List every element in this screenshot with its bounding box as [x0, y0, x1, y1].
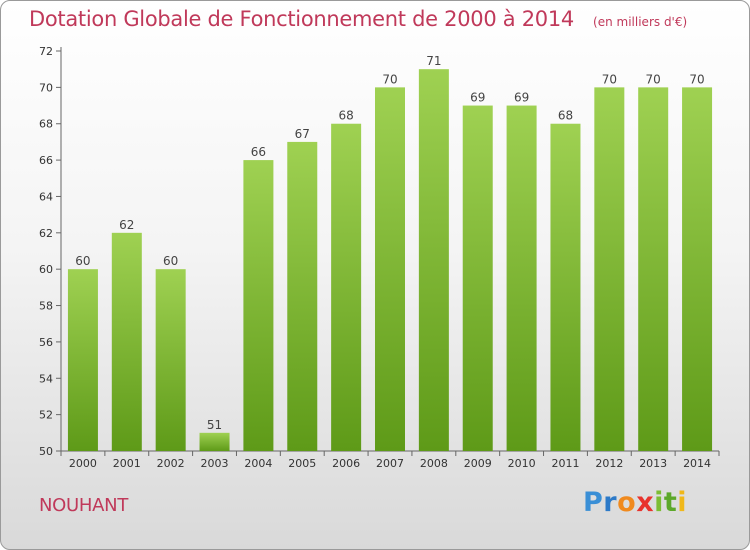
bar — [375, 87, 405, 451]
logo-letter: x — [636, 487, 655, 518]
bar-value-label: 71 — [426, 54, 441, 68]
bar — [506, 105, 537, 451]
bar-value-label: 70 — [382, 72, 397, 86]
y-tick-label: 62 — [39, 227, 53, 240]
x-tick-label: 2000 — [69, 457, 97, 470]
x-tick-label: 2003 — [201, 457, 229, 470]
bar — [594, 87, 625, 451]
y-tick-label: 68 — [39, 118, 53, 131]
bar-value-label: 68 — [558, 109, 573, 123]
tick-labels: 50 52 54 56 58 60 62 64 66 68 70 72 2000 2001 2002 2003… — [39, 45, 711, 470]
bar-value-label: 60 — [75, 254, 90, 268]
logo-letter: o — [617, 487, 637, 518]
x-tick-label: 2009 — [464, 457, 492, 470]
bar-value-label: 70 — [602, 72, 617, 86]
bar-value-label: 70 — [646, 72, 661, 86]
y-tick-label: 64 — [39, 190, 53, 203]
x-tick-label: 2006 — [332, 457, 360, 470]
chart-title: Dotation Globale de Fonctionnement de 20… — [29, 7, 574, 31]
value-labels: 60 62 60 51 66 67 68 70 71 69 69 68 70 70 70 — [75, 54, 704, 432]
x-tick-label: 2002 — [157, 457, 185, 470]
proxiti-logo: Proxiti — [583, 487, 687, 518]
bar — [67, 269, 98, 451]
commune-name: NOUHANT — [39, 495, 129, 516]
y-tick-label: 50 — [39, 445, 53, 458]
y-tick-label: 56 — [39, 336, 53, 349]
bar — [111, 232, 142, 451]
bar — [462, 105, 493, 451]
y-tick-label: 52 — [39, 409, 53, 422]
bar — [550, 123, 581, 452]
x-tick-label: 2013 — [639, 457, 667, 470]
bar — [418, 69, 449, 451]
bar-value-label: 69 — [470, 91, 485, 105]
bar-value-label: 66 — [251, 145, 266, 159]
x-tick-label: 2014 — [683, 457, 711, 470]
unit-note: (en milliers d'€) — [593, 15, 688, 29]
x-tick-label: 2007 — [376, 457, 404, 470]
x-tick-label: 2012 — [595, 457, 623, 470]
x-tick-label: 2008 — [420, 457, 448, 470]
y-tick-label: 54 — [39, 372, 53, 385]
chart-title-block: Dotation Globale de Fonctionnement de 20… — [29, 7, 687, 31]
logo-letter: t — [663, 487, 678, 518]
bar — [287, 141, 318, 451]
x-tick-label: 2004 — [244, 457, 272, 470]
bar — [331, 123, 362, 452]
bar-value-label: 70 — [689, 72, 704, 86]
x-tick-label: 2001 — [113, 457, 141, 470]
logo-letter: i — [677, 487, 688, 518]
x-tick-label: 2005 — [288, 457, 316, 470]
logo-letter: P — [583, 487, 604, 518]
bar — [682, 87, 713, 451]
y-tick-label: 60 — [39, 263, 53, 276]
bar — [199, 432, 230, 451]
bar-value-label: 51 — [207, 418, 222, 432]
bar — [243, 160, 274, 451]
bar-value-label: 68 — [338, 109, 353, 123]
y-tick-label: 66 — [39, 154, 53, 167]
y-tick-label: 58 — [39, 300, 53, 313]
bar-value-label: 60 — [163, 254, 178, 268]
y-tick-label: 70 — [39, 81, 53, 94]
bar — [155, 269, 186, 451]
bar-value-label: 69 — [514, 91, 529, 105]
bar-value-label: 62 — [119, 218, 134, 232]
bar-value-label: 67 — [295, 127, 310, 141]
y-tick-label: 72 — [39, 45, 53, 58]
x-tick-label: 2010 — [508, 457, 536, 470]
bar — [638, 87, 669, 451]
logo-letter: i — [654, 487, 664, 518]
bars — [67, 69, 713, 452]
x-tick-label: 2011 — [551, 457, 579, 470]
logo-letter: r — [603, 487, 618, 518]
